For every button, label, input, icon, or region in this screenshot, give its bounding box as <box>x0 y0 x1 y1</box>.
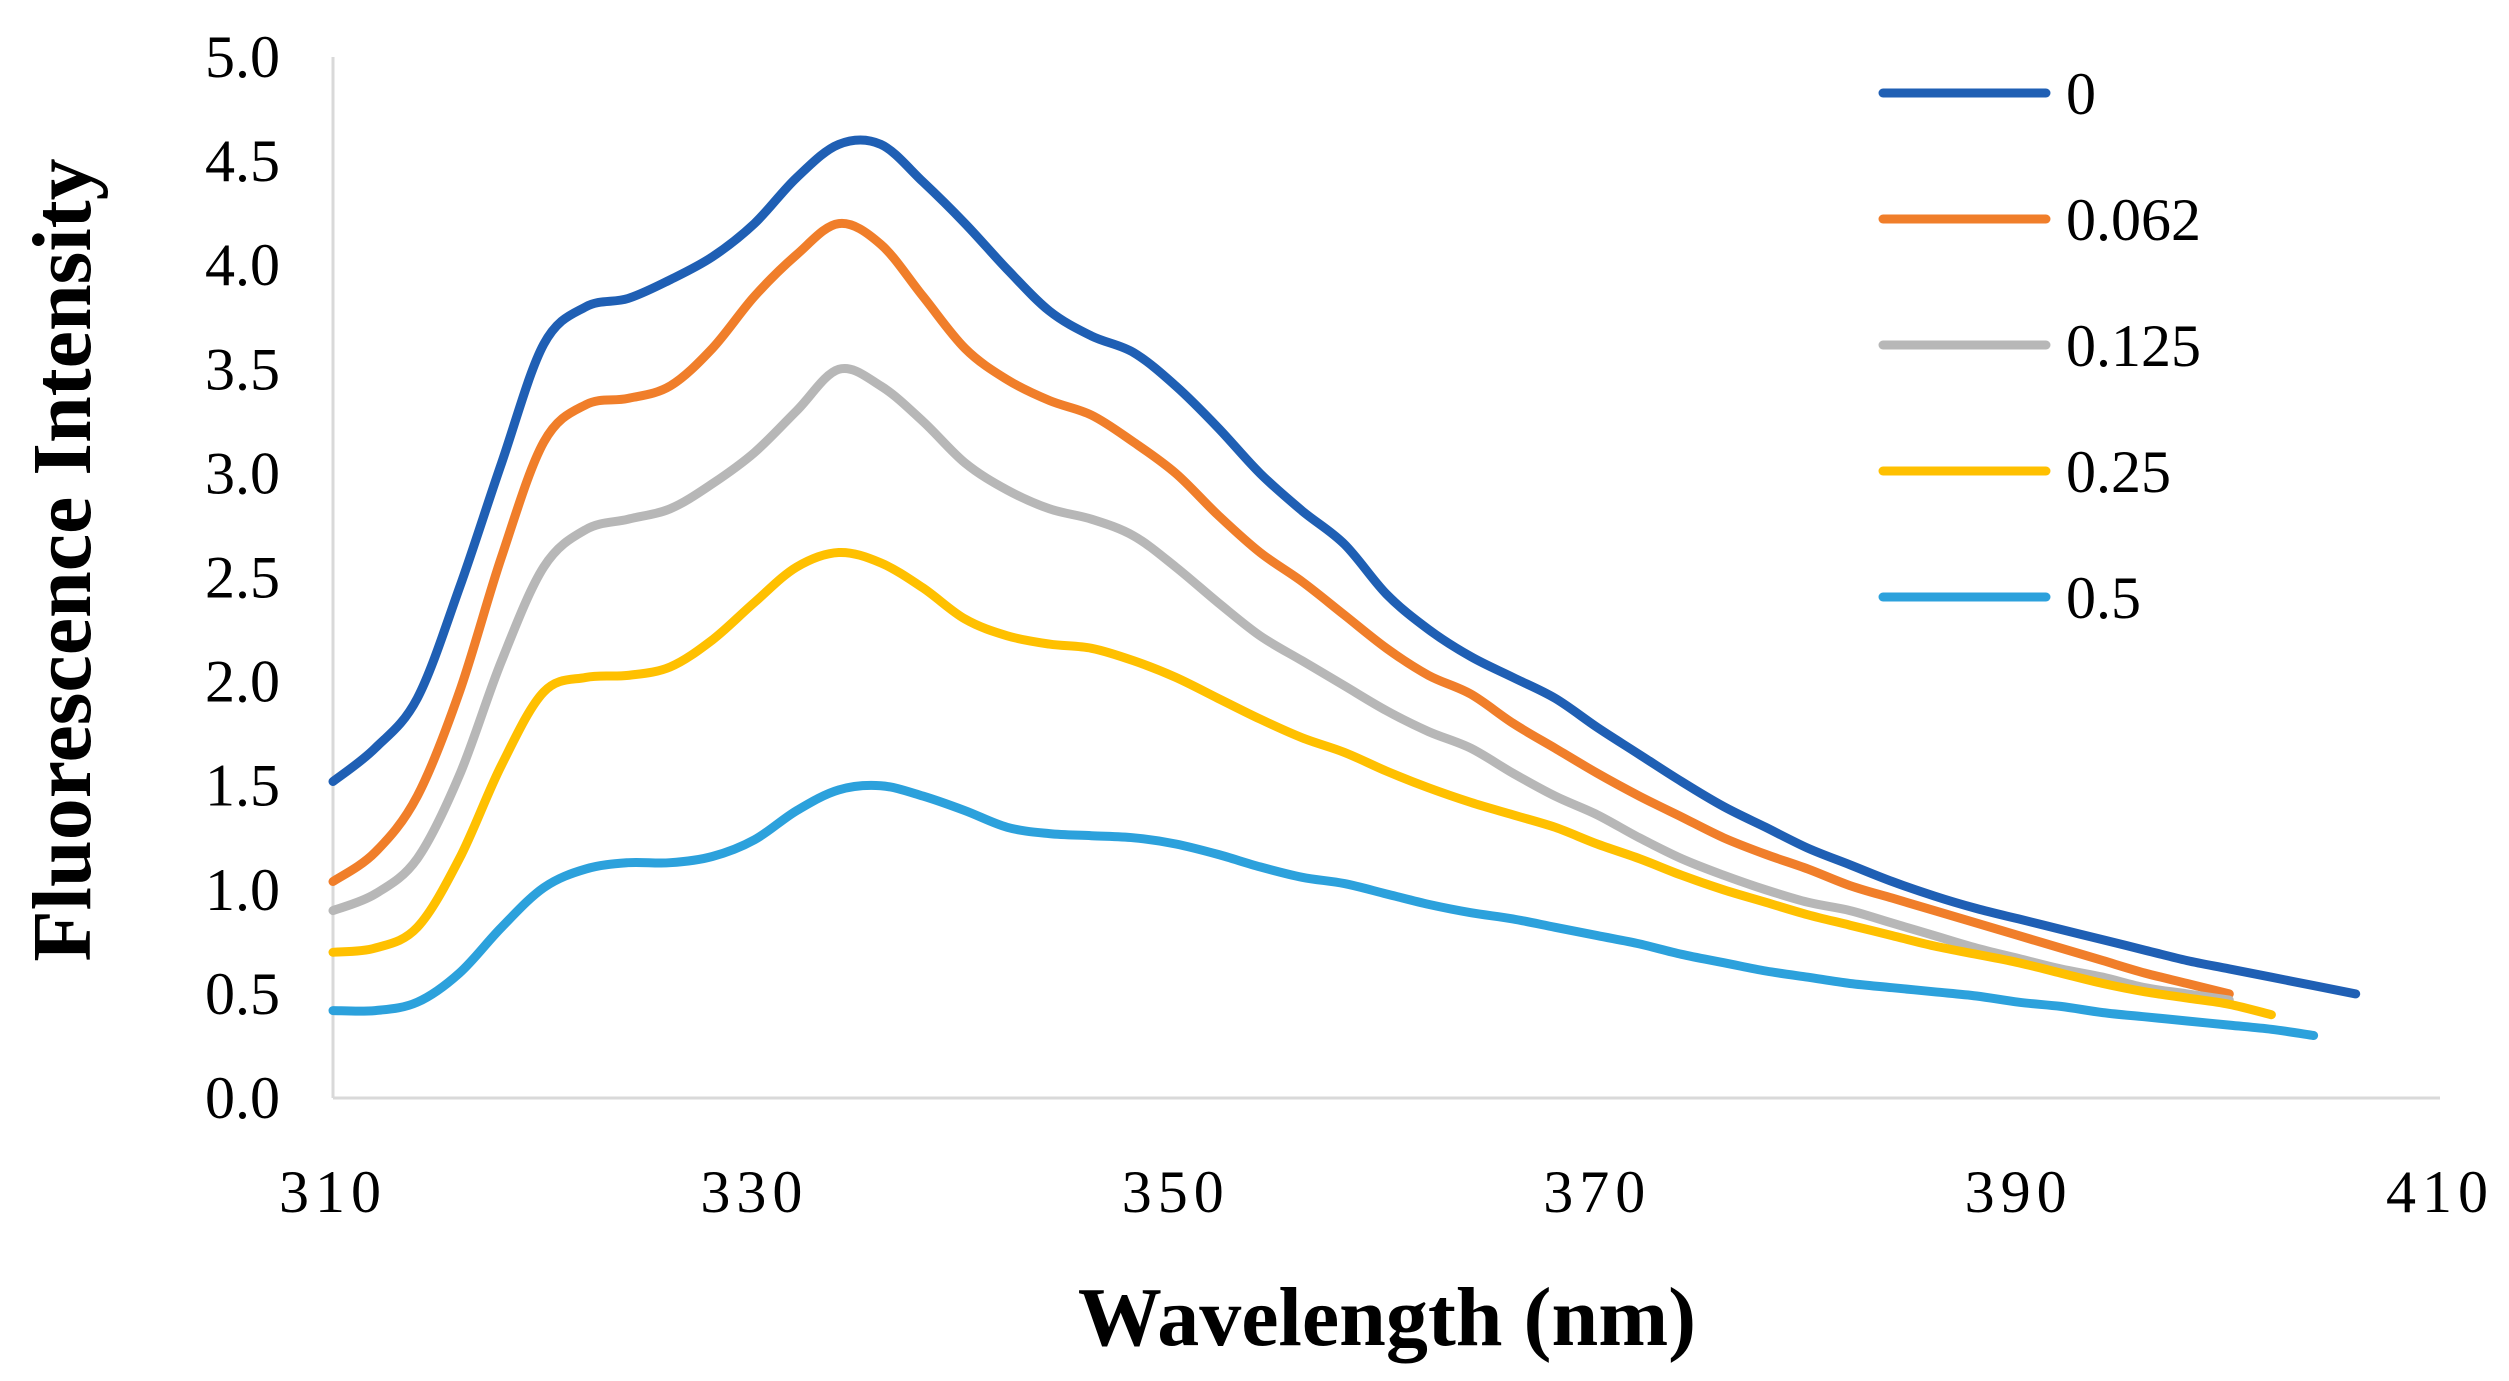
x-tick-label: 310 <box>279 1159 387 1225</box>
x-tick-label: 350 <box>1122 1159 1230 1225</box>
x-tick-label: 370 <box>1543 1159 1651 1225</box>
series-line-2 <box>328 363 2234 1005</box>
series-line-1 <box>328 218 2234 999</box>
legend-label-0: 0 <box>2066 61 2096 127</box>
x-tick-label: 390 <box>1965 1159 2073 1225</box>
legend: 0 0.062 0.125 0.25 0.5 <box>1878 61 2201 631</box>
y-tick-label: 2.0 <box>205 649 280 715</box>
legend-label-3: 0.25 <box>2066 439 2171 505</box>
legend-label-4: 0.5 <box>2066 565 2141 631</box>
y-tick-label: 0.5 <box>205 961 280 1027</box>
y-tick-label: 3.5 <box>205 336 280 402</box>
x-axis-title: Wavelength (nm) <box>1078 1271 1696 1364</box>
series-line-3 <box>328 547 2276 1020</box>
axes: 0.0 0.5 1.0 1.5 2.0 2.5 3.0 3.5 4.0 4.5 5.0 310 330 3… <box>205 24 2494 1225</box>
series-lines <box>328 135 2361 1040</box>
y-axis-title: Fluorescence Intensity <box>16 158 109 961</box>
x-tick-label: 330 <box>700 1159 808 1225</box>
legend-label-1: 0.062 <box>2066 187 2201 253</box>
y-tick-label: 0.0 <box>205 1065 280 1131</box>
legend-label-2: 0.125 <box>2066 313 2201 379</box>
x-tick-label: 410 <box>2386 1159 2494 1225</box>
y-tick-label: 1.0 <box>205 857 280 923</box>
y-tick-label: 1.5 <box>205 753 280 819</box>
y-tick-label: 4.0 <box>205 232 280 298</box>
series-line-0 <box>328 135 2361 999</box>
series-line-4 <box>328 780 2319 1040</box>
y-tick-label: 2.5 <box>205 545 280 611</box>
y-tick-label: 4.5 <box>205 128 280 194</box>
y-tick-label: 3.0 <box>205 440 280 506</box>
y-tick-label: 5.0 <box>205 24 280 90</box>
